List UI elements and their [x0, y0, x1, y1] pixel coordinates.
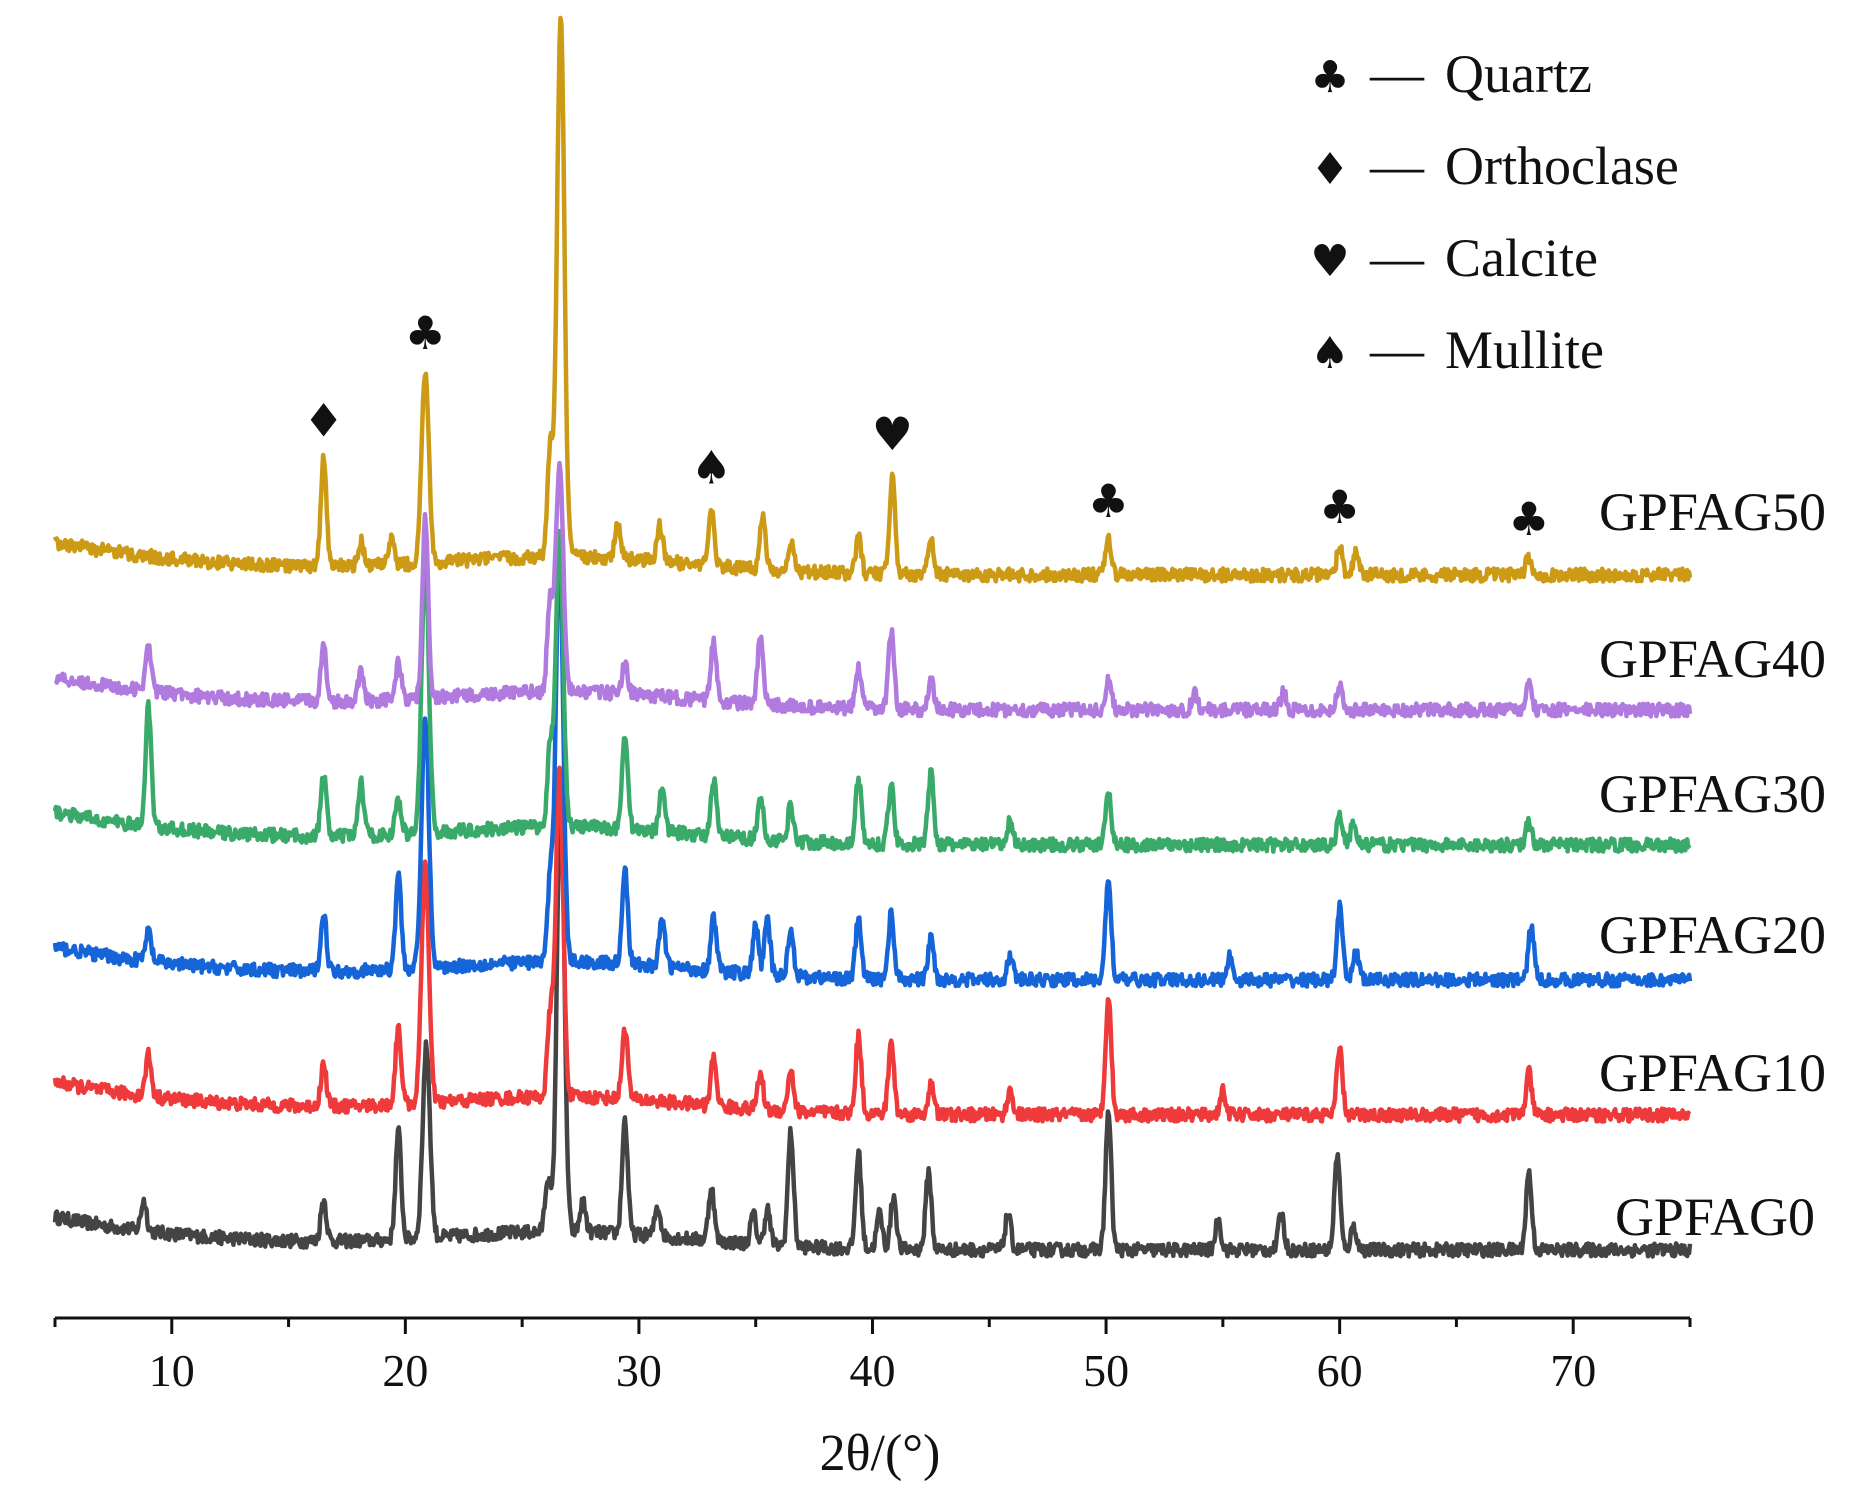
x-axis-title: 2θ/(°) — [820, 1425, 941, 1482]
x-axis: 10 20 30 40 50 60 70 — [53, 1316, 1692, 1396]
legend-label-quartz: Quartz — [1445, 44, 1592, 104]
x-tick-label: 70 — [1550, 1345, 1596, 1396]
legend-symbol-orthoclase: ♦ — [1310, 144, 1349, 195]
x-tick-label: 30 — [616, 1345, 662, 1396]
series-line-gpfag20 — [52, 545, 1693, 989]
peak-marker: ♣ — [405, 306, 446, 360]
legend-symbol-calcite: ♥ — [1310, 236, 1349, 287]
legend-label-calcite: Calcite — [1445, 228, 1598, 288]
series-label-gpfag10: GPFAG10 — [1599, 1043, 1826, 1103]
series-line-gpfag40 — [53, 460, 1693, 719]
peak-marker: ♠ — [691, 441, 732, 495]
legend: ♣ — Quartz ♦ — Orthoclase ♥ — Calcite ♠ — Mullite — [1310, 44, 1679, 380]
x-tick-label: 60 — [1317, 1345, 1363, 1396]
x-tick-label: 50 — [1083, 1345, 1129, 1396]
legend-dash: — — [1369, 228, 1425, 288]
series-line-gpfag10 — [52, 765, 1692, 1124]
series-line-gpfag30 — [52, 528, 1692, 854]
peak-marker: ♣ — [1319, 480, 1360, 534]
series-label-gpfag0: GPFAG0 — [1615, 1187, 1815, 1247]
legend-dash: — — [1369, 320, 1425, 380]
peak-marker: ♣ — [540, 0, 581, 6]
peak-marker: ♣ — [1508, 492, 1549, 546]
x-tick-label: 20 — [382, 1345, 428, 1396]
series-line-gpfag50 — [52, 15, 1693, 584]
x-tick-label: 40 — [850, 1345, 896, 1396]
legend-label-mullite: Mullite — [1445, 320, 1604, 380]
series-line-gpfag0 — [52, 780, 1693, 1259]
legend-dash: — — [1369, 136, 1425, 196]
series-label-gpfag40: GPFAG40 — [1599, 629, 1826, 689]
series-label-gpfag20: GPFAG20 — [1599, 905, 1826, 965]
series-label-gpfag50: GPFAG50 — [1599, 482, 1826, 542]
legend-label-orthoclase: Orthoclase — [1445, 136, 1679, 196]
peak-markers: ♦ ♣ ♣ ♠ ♥ ♣ ♣ ♣ — [303, 0, 1549, 546]
legend-symbol-quartz: ♣ — [1310, 52, 1349, 103]
x-tick-label: 10 — [149, 1345, 195, 1396]
peak-marker: ♦ — [303, 393, 344, 447]
series-layer: GPFAG0 GPFAG10 GPFAG20 GPFAG30 GPFAG40 GPFAG5… — [52, 15, 1826, 1259]
legend-dash: — — [1369, 44, 1425, 104]
peak-marker: ♥ — [872, 407, 913, 461]
peak-marker: ♣ — [1088, 474, 1129, 528]
series-label-gpfag30: GPFAG30 — [1599, 764, 1826, 824]
legend-symbol-mullite: ♠ — [1310, 328, 1349, 379]
